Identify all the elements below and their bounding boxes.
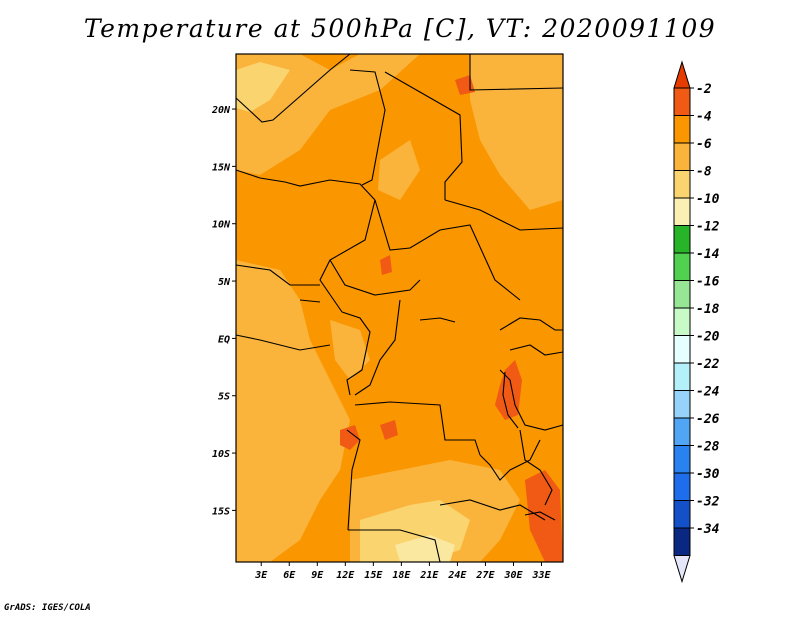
colorbar-label: -16 xyxy=(696,275,720,290)
field-region-2-central xyxy=(380,255,392,275)
border-line xyxy=(444,199,564,231)
field-region-8-nw xyxy=(236,62,290,112)
colorbar-label: -34 xyxy=(696,522,720,537)
colorbar-swatch xyxy=(673,87,691,116)
colorbar-swatch xyxy=(673,142,691,171)
colorbar-swatch xyxy=(673,170,691,199)
border-line xyxy=(384,71,463,200)
colorbar-swatch xyxy=(673,335,691,364)
colorbar-swatch xyxy=(673,280,691,309)
colorbar-swatch xyxy=(673,225,691,254)
map-axes: 20N 15N 10N 5N EQ 5S 10S 15S 3E 6E 9E 12E 15E 18E 21E 2… xyxy=(211,105,552,581)
border-line xyxy=(374,199,521,301)
lon-tick-label: 27E xyxy=(475,570,495,581)
colorbar-swatch xyxy=(673,527,691,556)
border-line xyxy=(524,511,556,521)
border-line xyxy=(509,344,564,356)
lat-tick-label: 10N xyxy=(212,220,231,231)
lon-tick-label: 9E xyxy=(311,570,324,581)
colorbar-swatch xyxy=(673,500,691,529)
lon-tick-label: 12E xyxy=(336,570,355,581)
field-region-6-west xyxy=(236,260,350,562)
lat-tick-label: 5S xyxy=(218,392,230,403)
border-line xyxy=(419,317,456,323)
colorbar-top-arrow xyxy=(673,60,691,89)
colorbar-swatch xyxy=(673,390,691,419)
colorbar-label: -4 xyxy=(696,110,712,125)
chart-title: Temperature at 500hPa [C], VT: 202009110… xyxy=(83,14,717,43)
colorbar-swatch xyxy=(673,417,691,446)
colorbar-swatch xyxy=(673,445,691,474)
border-line xyxy=(354,299,401,396)
border-line xyxy=(354,401,481,456)
colorbar-label: -8 xyxy=(696,165,712,180)
lon-tick-label: 3E xyxy=(254,570,268,581)
border-line xyxy=(439,499,546,521)
colorbar-label: -28 xyxy=(696,440,720,455)
field-region-6-northeast xyxy=(470,54,563,210)
field-region-2-angola xyxy=(340,425,360,450)
lat-tick-label: 10S xyxy=(212,449,230,460)
border-line xyxy=(348,529,441,563)
field-region-6-central xyxy=(330,320,370,380)
border-line xyxy=(341,311,371,396)
lon-tick-label: 30E xyxy=(503,570,523,581)
colorbar-label: -18 xyxy=(696,302,720,317)
colorbar: -2 -4 -6 -8 -10 -12 -14 -16 -18 -20 -22 -24 -26 -28 -3… xyxy=(673,60,720,584)
colorbar-label: -24 xyxy=(696,385,720,400)
colorbar-label: -30 xyxy=(696,467,720,482)
lat-tick-label: 15N xyxy=(212,162,231,173)
lat-tick-label: 20N xyxy=(211,105,231,116)
border-line xyxy=(349,69,386,186)
country-borders xyxy=(235,53,564,563)
border-line xyxy=(235,169,376,201)
colorbar-label: -6 xyxy=(696,137,712,152)
colorbar-label: -22 xyxy=(696,357,720,372)
border-line xyxy=(329,259,421,296)
lat-tick-label: 5N xyxy=(218,277,231,288)
lon-tick-label: 21E xyxy=(419,570,439,581)
colorbar-swatch xyxy=(673,115,691,144)
border-line xyxy=(502,371,519,429)
border-line xyxy=(499,317,563,331)
border-line xyxy=(469,54,564,91)
lon-tick-label: 33E xyxy=(531,570,551,581)
border-line xyxy=(346,429,361,531)
lon-tick-label: 24E xyxy=(447,570,467,581)
colorbar-swatch xyxy=(673,362,691,391)
colorbar-bottom-arrow xyxy=(673,555,691,584)
lon-tick-label: 18E xyxy=(392,570,411,581)
lat-tick-label: 15S xyxy=(212,506,230,517)
border-line xyxy=(235,264,320,286)
border-line xyxy=(235,53,351,123)
field-region-6-nile xyxy=(378,140,420,200)
colorbar-swatch xyxy=(673,472,691,501)
field-region-10-south xyxy=(395,535,455,562)
field-region-2-rift-south xyxy=(525,470,563,562)
colorbar-swatch xyxy=(673,252,691,281)
border-line xyxy=(235,334,331,351)
border-line xyxy=(519,429,553,506)
colorbar-label: -20 xyxy=(696,330,720,345)
lon-tick-label: 15E xyxy=(364,570,383,581)
colorbar-label: -10 xyxy=(696,192,720,207)
colorbar-label: -2 xyxy=(696,82,712,97)
colorbar-label: -26 xyxy=(696,412,720,427)
border-line xyxy=(479,439,541,481)
plot-frame xyxy=(235,53,564,563)
lat-tick-label: EQ xyxy=(218,334,230,345)
colorbar-label: -14 xyxy=(696,247,720,262)
colorbar-swatch xyxy=(673,197,691,226)
colorbar-swatch xyxy=(673,307,691,336)
colorbar-label: -32 xyxy=(696,495,720,510)
grads-credit: GrADS: IGES/COLA xyxy=(4,603,91,613)
border-line xyxy=(299,299,321,303)
colorbar-label: -12 xyxy=(696,220,720,235)
lon-tick-label: 6E xyxy=(283,570,296,581)
border-line xyxy=(499,369,564,431)
field-region-6-north xyxy=(236,54,420,175)
field-region-2-angola-east xyxy=(380,420,398,440)
